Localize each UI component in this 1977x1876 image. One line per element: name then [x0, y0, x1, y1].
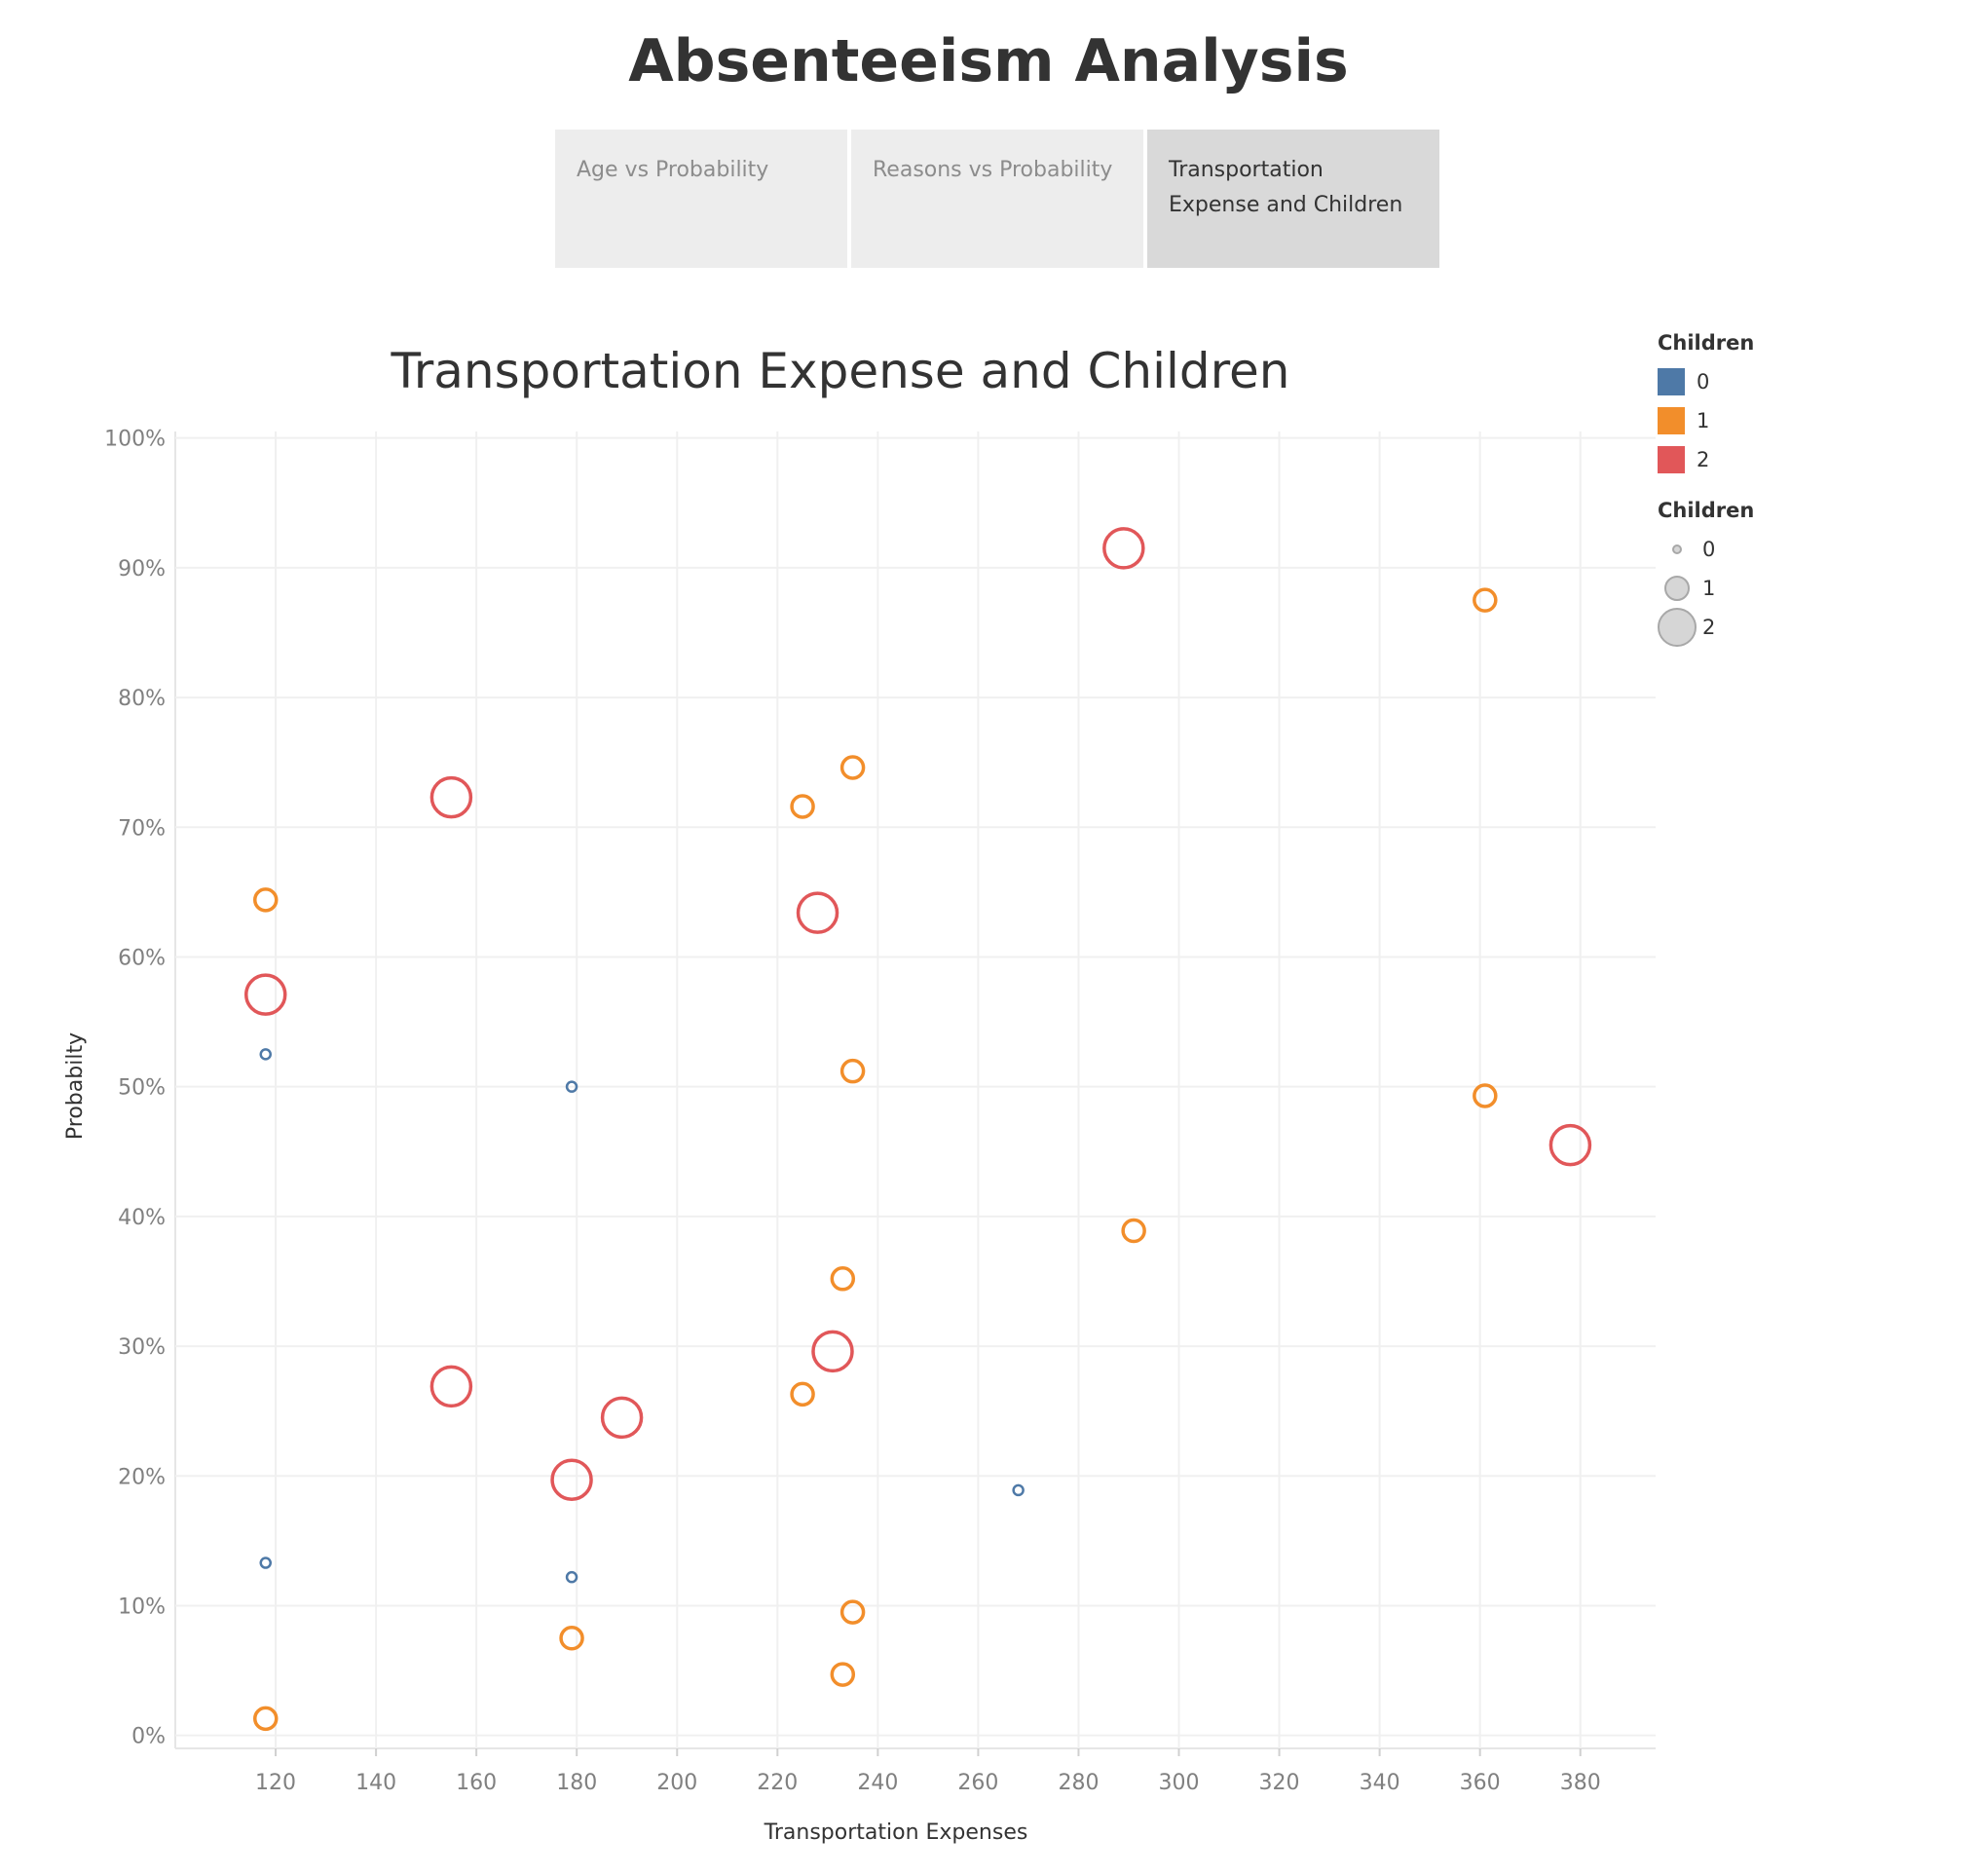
scatter-point	[252, 1706, 279, 1732]
x-tick-label: 140	[355, 1771, 396, 1795]
scatter-point	[1012, 1483, 1025, 1497]
scatter-point	[559, 1626, 584, 1651]
size-legend-item[interactable]: 0	[1658, 530, 1754, 569]
scatter-point	[429, 775, 473, 819]
size-swatch	[1658, 608, 1697, 647]
size-legend-label: 0	[1702, 538, 1716, 561]
color-legend-title: Children	[1658, 331, 1755, 355]
y-tick-label: 30%	[118, 1335, 166, 1360]
story-tabs: Age vs Probability Reasons vs Probabilit…	[555, 130, 1439, 268]
scatter-point	[790, 1381, 815, 1407]
color-legend-item[interactable]: 0	[1658, 362, 1754, 401]
y-tick-label: 20%	[118, 1465, 166, 1489]
x-tick-label: 260	[957, 1771, 998, 1795]
y-tick-label: 60%	[118, 946, 166, 970]
size-legend-label: 1	[1702, 577, 1716, 600]
x-tick-label: 200	[656, 1771, 697, 1795]
y-tick-label: 80%	[118, 687, 166, 711]
size-legend-item[interactable]: 2	[1658, 608, 1754, 647]
x-tick-label: 380	[1560, 1771, 1601, 1795]
story-title: Absenteeism Analysis	[628, 27, 1349, 95]
size-legend-item[interactable]: 1	[1658, 569, 1754, 608]
scatter-point	[565, 1080, 578, 1093]
y-tick-label: 40%	[118, 1206, 166, 1230]
scatter-point	[565, 1570, 578, 1584]
scatter-point	[259, 1557, 272, 1569]
scatter-point	[839, 755, 866, 780]
color-swatch	[1658, 446, 1685, 473]
size-legend-title: Children	[1658, 499, 1755, 522]
scatter-point	[830, 1266, 856, 1292]
y-tick-label: 70%	[118, 816, 166, 841]
chart-title: Transportation Expense and Children	[391, 343, 1290, 399]
scatter-point	[1548, 1123, 1592, 1167]
y-tick-label: 50%	[118, 1076, 166, 1101]
scatter-point	[1473, 1083, 1498, 1108]
y-tick-label: 10%	[118, 1595, 166, 1619]
x-tick-label: 220	[757, 1771, 798, 1795]
x-tick-label: 180	[556, 1771, 597, 1795]
legend: Children 0 1 2 Children 0 1 2	[1658, 331, 1754, 647]
y-tick-label: 0%	[131, 1725, 166, 1749]
scatter-point	[1473, 587, 1498, 613]
scatter-point	[600, 1396, 644, 1440]
scatter-point	[259, 1048, 272, 1061]
tab-reasons-vs-probability[interactable]: Reasons vs Probability	[851, 130, 1143, 268]
x-tick-label: 160	[456, 1771, 497, 1795]
color-legend-item[interactable]: 1	[1658, 401, 1754, 440]
y-tick-label: 100%	[104, 428, 166, 452]
color-swatch	[1658, 368, 1685, 395]
x-axis-label: Transportation Expenses	[764, 1820, 1028, 1845]
x-tick-label: 280	[1058, 1771, 1099, 1795]
color-legend-item[interactable]: 2	[1658, 440, 1754, 479]
size-swatch	[1664, 576, 1690, 601]
scatter-point	[830, 1662, 856, 1687]
y-tick-label: 90%	[118, 557, 166, 582]
y-axis-label: Probabilty	[63, 1032, 88, 1140]
x-tick-label: 340	[1360, 1771, 1400, 1795]
scatter-point	[790, 794, 815, 819]
color-legend-label: 1	[1697, 409, 1710, 432]
x-tick-label: 300	[1159, 1771, 1200, 1795]
scatter-point	[1121, 1218, 1146, 1244]
scatter-point	[1102, 527, 1145, 570]
x-tick-label: 320	[1259, 1771, 1300, 1795]
scatter-point	[839, 1599, 866, 1625]
scatter-point	[811, 1330, 854, 1373]
tab-transportation-expense-and-children[interactable]: Transportation Expense and Children	[1147, 130, 1439, 268]
x-tick-label: 120	[255, 1771, 296, 1795]
x-tick-label: 240	[857, 1771, 898, 1795]
size-swatch	[1672, 544, 1682, 554]
scatter-point	[252, 887, 279, 913]
scatter-point	[550, 1458, 593, 1502]
x-tick-label: 360	[1460, 1771, 1501, 1795]
color-legend-label: 2	[1697, 448, 1710, 471]
color-legend-label: 0	[1697, 370, 1710, 394]
tab-age-vs-probability[interactable]: Age vs Probability	[555, 130, 847, 268]
color-swatch	[1658, 407, 1685, 434]
size-legend-label: 2	[1702, 616, 1716, 639]
scatter-point	[243, 973, 287, 1016]
scatter-point	[429, 1365, 473, 1408]
scatter-point	[796, 891, 839, 934]
scatter-point	[839, 1058, 866, 1084]
